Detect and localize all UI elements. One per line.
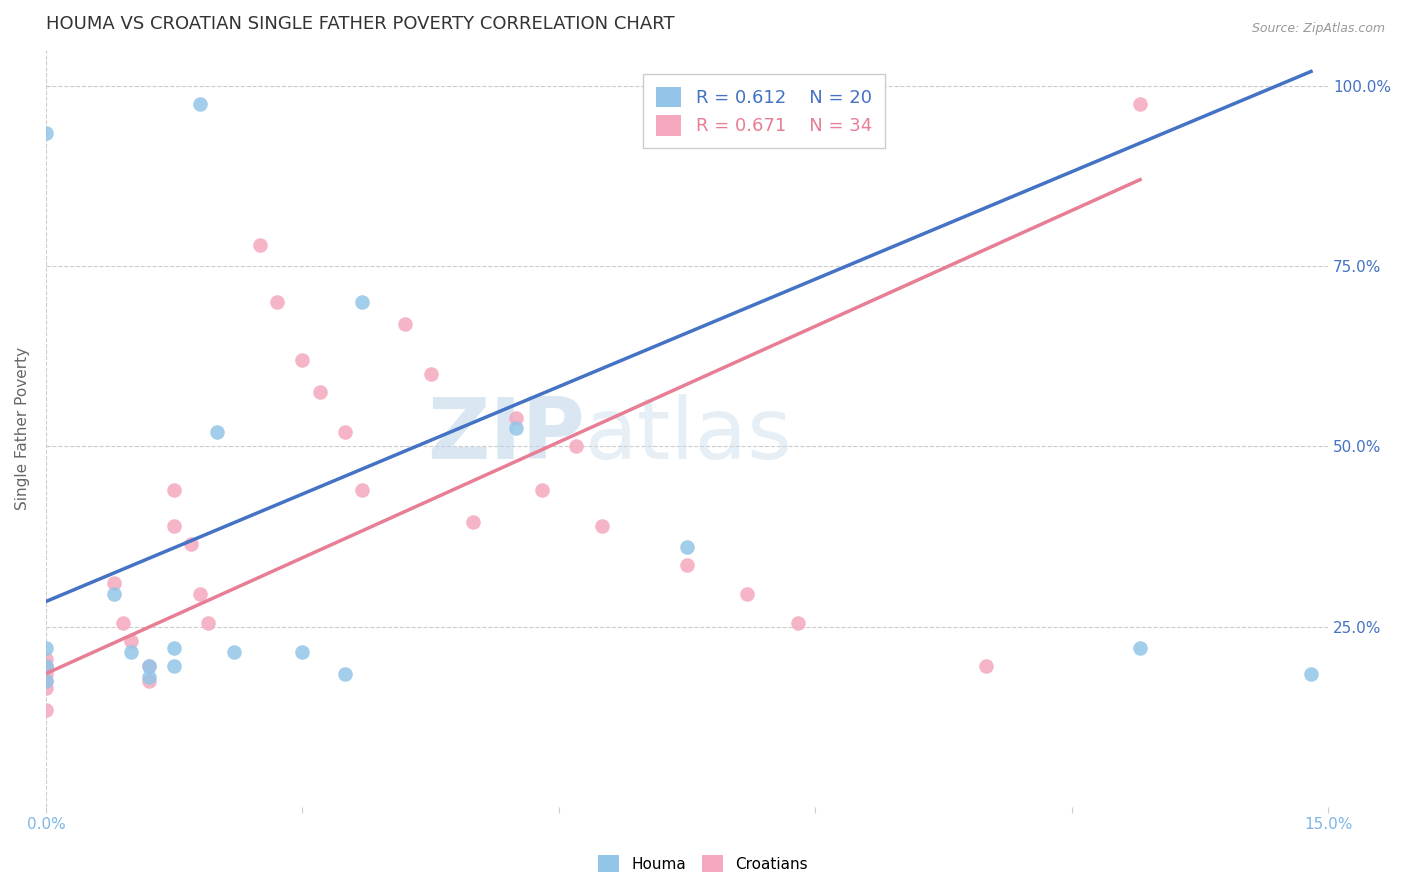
Point	[676, 541, 699, 555]
Point	[35, 652, 58, 666]
Point	[333, 666, 356, 681]
Point	[163, 641, 186, 656]
Point	[35, 126, 58, 140]
Point	[103, 576, 125, 591]
Point	[291, 645, 314, 659]
Point	[1129, 96, 1152, 111]
Y-axis label: Single Father Poverty: Single Father Poverty	[15, 347, 30, 510]
Point	[787, 616, 810, 631]
Point	[291, 352, 314, 367]
Point	[103, 587, 125, 601]
Point	[205, 425, 228, 439]
Point	[308, 385, 330, 400]
Point	[120, 634, 142, 648]
Point	[188, 587, 211, 601]
Text: HOUMA VS CROATIAN SINGLE FATHER POVERTY CORRELATION CHART: HOUMA VS CROATIAN SINGLE FATHER POVERTY …	[46, 15, 675, 33]
Point	[676, 558, 699, 573]
Point	[180, 537, 202, 551]
Point	[35, 673, 58, 688]
Text: Source: ZipAtlas.com: Source: ZipAtlas.com	[1251, 22, 1385, 36]
Point	[163, 659, 186, 673]
Point	[188, 96, 211, 111]
Legend: R = 0.612    N = 20, R = 0.671    N = 34: R = 0.612 N = 20, R = 0.671 N = 34	[644, 74, 884, 148]
Point	[111, 616, 134, 631]
Point	[565, 439, 588, 453]
Point	[249, 237, 271, 252]
Point	[591, 518, 613, 533]
Point	[138, 659, 160, 673]
Point	[974, 659, 997, 673]
Point	[163, 483, 186, 497]
Point	[35, 703, 58, 717]
Point	[120, 645, 142, 659]
Point	[1299, 666, 1322, 681]
Point	[394, 317, 416, 331]
Point	[197, 616, 219, 631]
Point	[35, 681, 58, 695]
Point	[463, 515, 485, 529]
Point	[352, 483, 374, 497]
Point	[222, 645, 245, 659]
Point	[35, 659, 58, 673]
Point	[352, 295, 374, 310]
Point	[138, 670, 160, 684]
Point	[35, 673, 58, 688]
Point	[35, 659, 58, 673]
Point	[138, 673, 160, 688]
Point	[35, 666, 58, 681]
Point	[419, 368, 441, 382]
Point	[163, 518, 186, 533]
Point	[35, 641, 58, 656]
Text: ZIP: ZIP	[427, 394, 585, 477]
Point	[138, 659, 160, 673]
Text: atlas: atlas	[585, 394, 793, 477]
Point	[505, 410, 527, 425]
Point	[266, 295, 288, 310]
Point	[1129, 641, 1152, 656]
Legend: Houma, Croatians: Houma, Croatians	[591, 847, 815, 880]
Point	[505, 421, 527, 435]
Point	[530, 483, 553, 497]
Point	[735, 587, 758, 601]
Point	[333, 425, 356, 439]
